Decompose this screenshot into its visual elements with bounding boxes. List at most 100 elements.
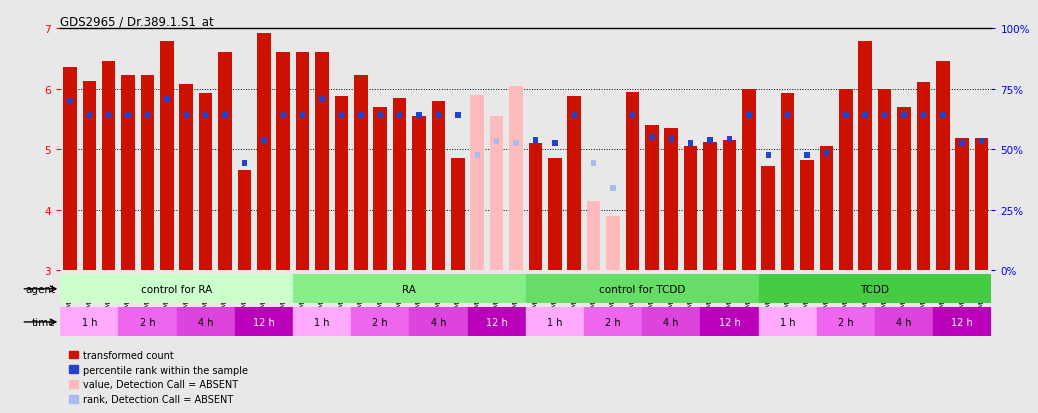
Bar — [897, 107, 910, 271]
Bar — [432, 101, 445, 271]
Bar — [817, 308, 875, 337]
Bar — [358, 112, 363, 118]
Bar — [374, 107, 387, 271]
Text: control for RA: control for RA — [141, 284, 212, 294]
Bar — [293, 275, 525, 304]
Bar — [878, 89, 892, 271]
Bar — [762, 166, 775, 271]
Bar — [60, 275, 293, 304]
Text: 1 h: 1 h — [82, 317, 97, 327]
Bar — [979, 139, 984, 145]
Bar — [452, 159, 465, 271]
Bar — [610, 186, 616, 192]
Text: RA: RA — [403, 284, 416, 294]
Bar — [933, 308, 991, 337]
Bar — [863, 112, 868, 118]
Bar — [532, 138, 538, 144]
Bar — [354, 76, 367, 271]
Bar — [276, 53, 290, 271]
Bar — [701, 308, 759, 337]
Bar — [584, 308, 643, 337]
Text: 4 h: 4 h — [896, 317, 911, 327]
Bar — [316, 53, 329, 271]
Bar — [320, 97, 325, 102]
Text: control for TCDD: control for TCDD — [599, 284, 685, 294]
Bar — [235, 308, 293, 337]
Bar — [334, 97, 349, 271]
Bar — [940, 112, 946, 118]
Bar — [688, 141, 693, 147]
Text: 4 h: 4 h — [198, 317, 214, 327]
Bar — [257, 34, 271, 271]
Bar — [921, 112, 926, 118]
Bar — [280, 112, 286, 118]
Bar — [510, 86, 523, 271]
Bar — [882, 112, 887, 118]
Bar — [959, 141, 965, 147]
Text: 2 h: 2 h — [140, 317, 156, 327]
Bar — [144, 112, 151, 118]
Bar — [955, 139, 969, 271]
Bar — [684, 147, 698, 271]
Bar — [528, 144, 542, 271]
Text: time: time — [31, 317, 55, 327]
Text: agent: agent — [25, 284, 55, 294]
Bar — [875, 308, 933, 337]
Bar — [804, 153, 810, 159]
Bar — [548, 159, 562, 271]
Bar — [843, 112, 848, 118]
Bar — [242, 161, 247, 166]
Text: 4 h: 4 h — [663, 317, 679, 327]
Bar — [649, 135, 655, 141]
Text: 2 h: 2 h — [838, 317, 853, 327]
Bar — [392, 98, 407, 271]
Legend: transformed count, percentile rank within the sample, value, Detection Call = AB: transformed count, percentile rank withi… — [65, 346, 251, 408]
Bar — [262, 138, 267, 144]
Bar — [106, 112, 111, 118]
Bar — [586, 201, 600, 271]
Bar — [164, 97, 169, 102]
Bar — [917, 83, 930, 271]
Bar — [568, 97, 581, 271]
Bar — [176, 308, 235, 337]
Bar — [525, 275, 759, 304]
Bar — [184, 112, 189, 118]
Bar — [572, 112, 577, 118]
Bar — [67, 98, 73, 104]
Bar — [800, 161, 814, 271]
Bar — [707, 138, 713, 144]
Bar — [664, 128, 678, 271]
Bar — [397, 112, 403, 118]
Bar — [436, 112, 441, 118]
Bar — [222, 112, 227, 118]
Bar — [218, 53, 231, 271]
Text: 1 h: 1 h — [315, 317, 330, 327]
Bar — [118, 308, 176, 337]
Bar — [781, 94, 794, 271]
Bar — [338, 112, 345, 118]
Bar — [591, 161, 597, 166]
Bar — [746, 112, 752, 118]
Bar — [765, 153, 771, 159]
Bar — [474, 153, 480, 159]
Bar — [467, 308, 525, 337]
Bar — [645, 126, 659, 271]
Bar — [82, 82, 97, 271]
Bar — [901, 112, 907, 118]
Bar — [936, 62, 950, 271]
Bar — [727, 136, 732, 142]
Bar — [606, 216, 620, 271]
Bar — [552, 141, 557, 147]
Bar — [722, 141, 736, 271]
Bar — [238, 171, 251, 271]
Bar — [643, 308, 701, 337]
Bar — [494, 139, 499, 145]
Bar — [60, 308, 118, 337]
Text: GDS2965 / Dr.389.1.S1_at: GDS2965 / Dr.389.1.S1_at — [60, 15, 214, 28]
Bar — [121, 76, 135, 271]
Bar — [378, 112, 383, 118]
Bar — [839, 89, 852, 271]
Bar — [668, 136, 674, 142]
Bar — [160, 42, 173, 271]
Bar — [180, 85, 193, 271]
